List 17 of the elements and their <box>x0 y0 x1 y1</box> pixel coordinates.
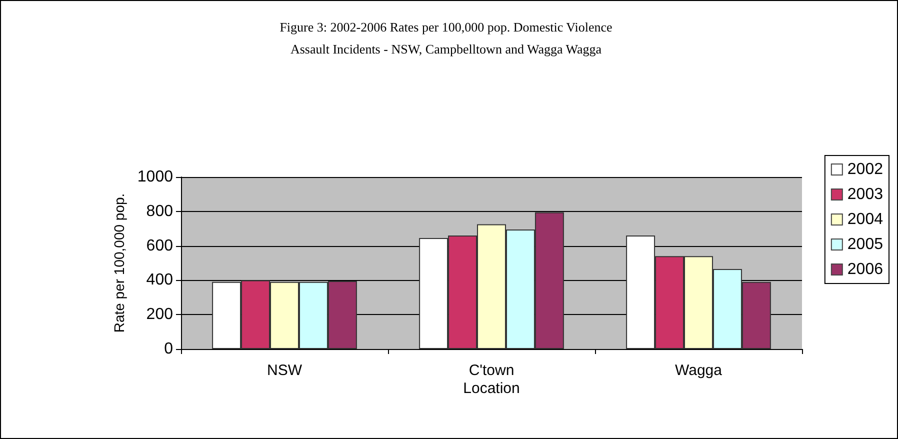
legend-label: 2003 <box>847 186 884 203</box>
legend-label: 2004 <box>847 211 884 228</box>
y-tick-label: 1000 <box>137 168 174 186</box>
x-tick-label: Wagga <box>675 362 723 379</box>
y-tick-label: 200 <box>146 306 174 324</box>
y-tick-label: 0 <box>164 340 174 358</box>
y-tick-label: 600 <box>146 237 174 254</box>
x-tick-label: NSW <box>267 362 303 379</box>
y-tick-label: 800 <box>146 202 174 220</box>
legend-label: 2005 <box>847 236 884 253</box>
chart-title: Figure 3: 2002-2006 Rates per 100,000 pop. Domestic Violence Assault Incidents - NSW, Campbelltown and Wagga Wagga <box>280 20 613 56</box>
x-axis-title: Location <box>463 380 520 397</box>
y-axis-title: Rate per 100,000 pop. <box>111 193 127 333</box>
legend-label: 2006 <box>847 261 884 278</box>
legend-label: 2002 <box>847 161 884 178</box>
y-tick-label: 400 <box>146 272 174 289</box>
x-tick-label: C'town <box>468 362 514 379</box>
